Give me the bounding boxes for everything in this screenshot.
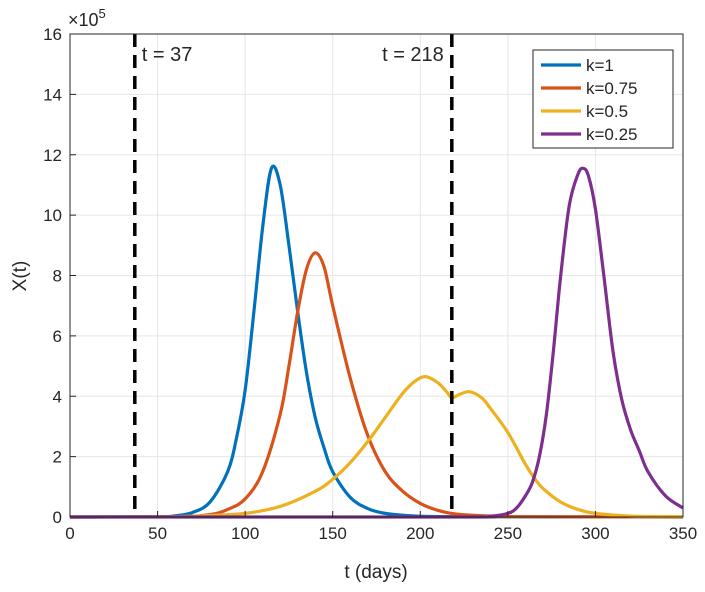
y-tick-label: 2 <box>53 448 62 467</box>
x-tick-label: 100 <box>231 524 259 543</box>
legend-label: k=0.5 <box>586 102 628 121</box>
legend-label: k=0.25 <box>586 125 638 144</box>
y-tick-label: 8 <box>53 267 62 286</box>
x-tick-label: 300 <box>581 524 609 543</box>
x-tick-label: 150 <box>319 524 347 543</box>
legend-label: k=1 <box>586 56 614 75</box>
vertical-markers: t = 37 t = 218 <box>133 34 454 517</box>
vertical-marker-label: t = 37 <box>142 44 193 66</box>
x-tick-label: 350 <box>669 524 697 543</box>
x-axis-label: t (days) <box>344 562 407 583</box>
series-line-k-0-25 <box>70 166 684 519</box>
y-tick-label: 14 <box>43 85 62 104</box>
legend: k=1 k=0.75 k=0.5 k=0.25 <box>532 49 674 149</box>
x-tick-label: 50 <box>148 524 167 543</box>
y-tick-label: 10 <box>43 206 62 225</box>
y-tick-label: 6 <box>53 327 62 346</box>
y-axis-label: X(t) <box>10 261 31 292</box>
series-lines <box>69 164 684 519</box>
y-tick-label: 4 <box>53 387 62 406</box>
legend-label: k=0.75 <box>586 79 638 98</box>
series-line-k-0-5 <box>69 375 684 519</box>
ticks: 0 50 100 150 200 250 300 350 0 2 4 6 8 10 12 14 16 <box>43 25 697 543</box>
series-line-k-0-75 <box>69 251 684 519</box>
y-tick-label: 12 <box>43 146 62 165</box>
x-tick-label: 200 <box>406 524 434 543</box>
series-line-k-1 <box>69 164 684 519</box>
y-exponent: ×105 <box>68 6 106 30</box>
x-tick-label: 250 <box>494 524 522 543</box>
x-tick-label: 0 <box>65 524 74 543</box>
vertical-marker-label: t = 218 <box>382 44 444 66</box>
y-tick-label: 0 <box>53 508 62 527</box>
y-tick-label: 16 <box>43 25 62 44</box>
